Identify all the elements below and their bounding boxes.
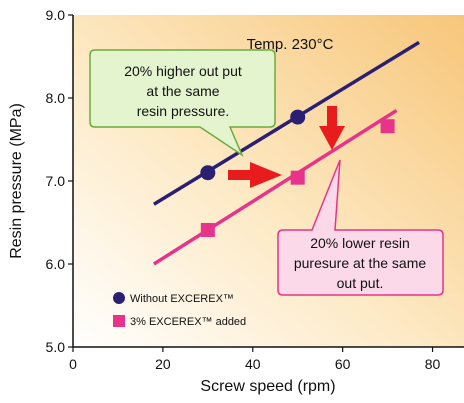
y-tick-label: 7.0 [46, 173, 66, 189]
callout-lower-pressure: 20% lower resin puresure at the same out… [277, 159, 444, 296]
point-series-1 [290, 170, 305, 185]
x-tick-label: 60 [335, 356, 351, 372]
y-tick-label: 6.0 [46, 256, 66, 272]
x-tick-label: 20 [155, 356, 171, 372]
legend-marker-without [113, 292, 125, 304]
fit-line-series-1 [152, 108, 398, 266]
data-points [200, 109, 395, 237]
callout-pink-line2: puresure at the same [294, 255, 427, 271]
y-tick-label: 8.0 [46, 90, 66, 106]
callout-green-line3: resin pressure. [137, 103, 230, 119]
legend-marker-added [113, 315, 125, 327]
point-series-1 [200, 222, 215, 237]
temperature-label: Temp. 230°C [247, 36, 334, 53]
point-series-0 [290, 109, 306, 125]
callout-higher-output: 20% higher out put at the same resin pre… [89, 49, 276, 158]
x-tick-label: 40 [245, 356, 261, 372]
point-series-0 [200, 165, 216, 181]
fit-lines [152, 40, 420, 266]
legend: Without EXCEREX™ 3% EXCEREX™ added [113, 292, 246, 328]
callout-pink-line1: 20% lower resin [310, 235, 410, 251]
callout-pink-line3: out put. [337, 275, 384, 291]
y-tick-label: 9.0 [46, 7, 66, 23]
x-tick-label: 80 [425, 356, 441, 372]
fit-line-series-0 [152, 40, 420, 206]
callout-green-line1: 20% higher out put [124, 63, 242, 79]
point-series-1 [380, 119, 395, 134]
legend-label-without: Without EXCEREX™ [130, 293, 234, 305]
legend-label-added: 3% EXCEREX™ added [130, 316, 246, 328]
arrow-down [319, 106, 345, 150]
x-tick-label: 0 [69, 356, 77, 372]
axis-ticks: 0 20 40 60 80 5.0 6.0 7.0 8.0 9.0 [46, 7, 441, 372]
callout-green-line2: at the same [146, 83, 219, 99]
x-axis-title: Screw speed (rpm) [200, 378, 335, 395]
callout-green-shape [89, 49, 276, 158]
arrow-right [228, 162, 282, 188]
callout-pink-shape [277, 159, 444, 296]
y-axis-title: Resin pressure (MPa) [8, 103, 25, 259]
y-tick-label: 5.0 [46, 339, 66, 355]
